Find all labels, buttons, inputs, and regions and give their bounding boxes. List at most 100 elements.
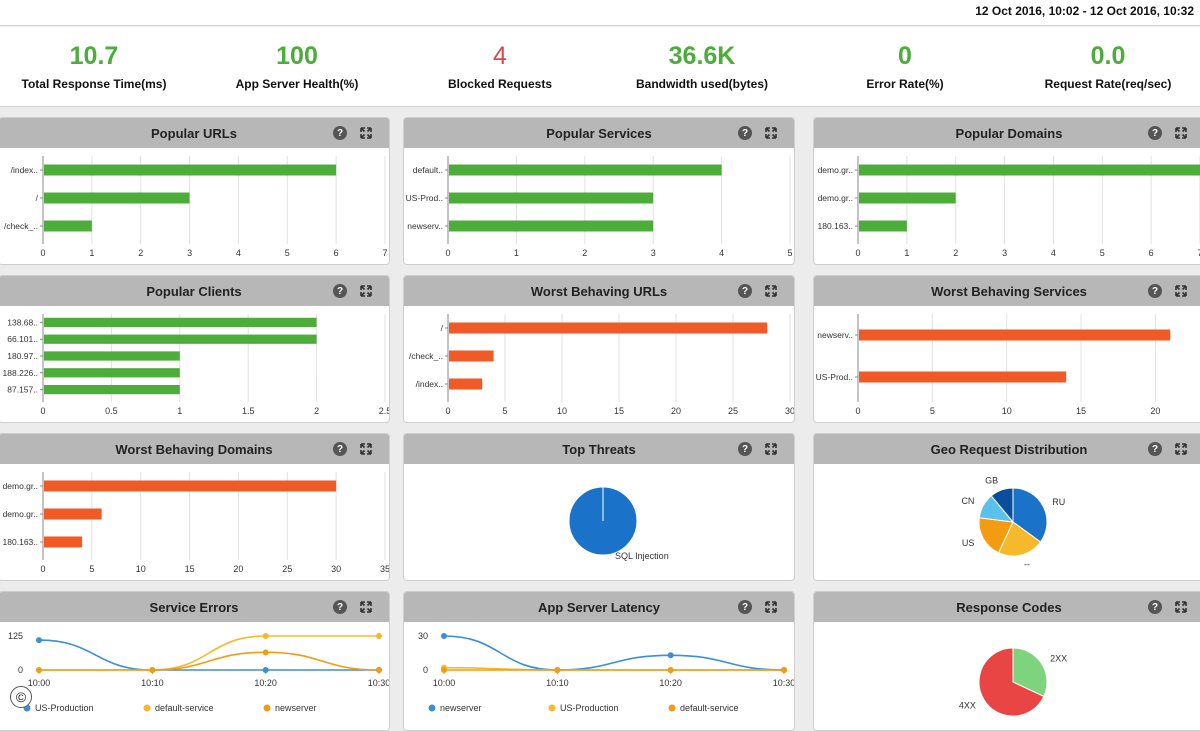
x-tick-label: 0 <box>855 248 860 258</box>
y-category-label: US-Prod.. <box>406 193 443 203</box>
x-tick-label: 0 <box>40 248 45 258</box>
expand-icon[interactable] <box>359 442 373 456</box>
expand-icon[interactable] <box>1174 284 1188 298</box>
bar-chart: 0 5 10 15 20 25 30 / /check_.. /index.. <box>409 314 794 416</box>
bar <box>449 192 654 204</box>
help-icon[interactable]: ? <box>1148 442 1162 456</box>
data-point <box>262 667 269 673</box>
panel-response-codes: Response Codes ? 2XX 4XX <box>813 591 1200 731</box>
panel-body: 0 1 2 3 4 5 6 7/index.. / /check_.. <box>0 148 389 264</box>
x-tick-label: 0 <box>445 248 450 258</box>
x-tick-label: 0.5 <box>105 406 118 416</box>
x-tick-label: 5 <box>1100 248 1105 258</box>
help-icon[interactable]: ? <box>738 126 752 140</box>
x-tick-label: 0 <box>40 406 45 416</box>
expand-icon[interactable] <box>359 284 373 298</box>
x-tick-label: 2 <box>582 248 587 258</box>
kpi-value: 0.0 <box>1090 42 1126 70</box>
panel-header: Worst Behaving Domains ? <box>0 434 389 464</box>
pie-slice-label: GB <box>985 476 998 486</box>
x-tick-label: 35 <box>380 564 390 574</box>
expand-icon[interactable] <box>764 600 778 614</box>
help-icon[interactable]: ? <box>738 284 752 298</box>
expand-icon[interactable] <box>764 284 778 298</box>
bar <box>44 536 83 548</box>
legend-marker <box>428 704 436 712</box>
x-tick-label: 0 <box>445 406 450 416</box>
x-tick-label: 30 <box>331 564 341 574</box>
kpi-label: App Server Health(%) <box>235 77 359 91</box>
bar <box>449 220 654 232</box>
legend-marker <box>548 704 556 712</box>
legend-label: newserver <box>440 703 482 713</box>
panel-title: Popular Clients <box>146 284 242 299</box>
legend-marker <box>143 704 151 712</box>
bar <box>449 378 483 390</box>
bar <box>44 384 180 395</box>
expand-icon[interactable] <box>1174 442 1188 456</box>
panel-body: RU -- US CN GB <box>814 464 1200 580</box>
expand-icon[interactable] <box>764 126 778 140</box>
help-icon[interactable]: ? <box>333 442 347 456</box>
kpi-value: 4 <box>493 42 507 70</box>
bar-chart: 0 1 2 3 4 5 default.. US-Prod.. newserv.. <box>406 156 793 258</box>
x-tick-label: 5 <box>787 248 792 258</box>
expand-icon[interactable] <box>1174 126 1188 140</box>
panel-body: 0 0.5 1 1.5 2 2.5 138.68.. 66.101.. 180.97.. 188.… <box>0 306 389 422</box>
bar <box>44 317 317 328</box>
panel-worst-behaving-urls: Worst Behaving URLs ? 0 5 10 15 20 25 30 / /chec… <box>403 275 795 423</box>
kpi-app-server-health: 100 App Server Health(%) <box>197 41 397 91</box>
pie-slice <box>990 487 1014 524</box>
date-range[interactable]: 12 Oct 2016, 10:02 - 12 Oct 2016, 10:32 <box>975 4 1194 18</box>
x-tick-label: 3 <box>651 248 656 258</box>
help-icon[interactable]: ? <box>333 126 347 140</box>
help-icon[interactable]: ? <box>1148 284 1162 298</box>
y-category-label: 66.101.. <box>7 334 38 344</box>
x-tick-label: 10:20 <box>254 678 277 688</box>
expand-icon[interactable] <box>1174 600 1188 614</box>
y-category-label: 180.163.. <box>818 221 853 231</box>
kpi-blocked-requests: 4 Blocked Requests <box>400 41 600 91</box>
y-category-label: 188.226.. <box>3 368 38 378</box>
help-icon[interactable]: ? <box>333 600 347 614</box>
y-category-label: 180.97.. <box>7 351 38 361</box>
expand-icon[interactable] <box>359 126 373 140</box>
expand-icon[interactable] <box>359 600 373 614</box>
help-icon[interactable]: ? <box>738 600 752 614</box>
panel-title: Worst Behaving Domains <box>115 442 273 457</box>
x-tick-label: 1.5 <box>242 406 255 416</box>
legend-label: default-service <box>680 703 739 713</box>
data-point <box>376 633 382 639</box>
panel-title: Worst Behaving Services <box>931 284 1087 299</box>
y-category-label: 87.157.. <box>7 385 38 395</box>
y-category-label: / <box>36 193 39 203</box>
bar-chart: 0 5 10 15 20 newserv.. US-Prod.. <box>816 314 1171 416</box>
panel-body: 0 5 10 15 20 newserv.. US-Prod.. <box>814 306 1200 422</box>
panel-title: Popular Services <box>546 126 652 141</box>
pie-slice-label: 2XX <box>1050 653 1067 663</box>
panel-popular-services: Popular Services ? 0 1 2 3 4 5 default.. US-Pro… <box>403 117 795 265</box>
kpi-value: 0 <box>898 42 912 70</box>
x-tick-label: 1 <box>904 248 909 258</box>
bar <box>859 192 956 204</box>
data-point <box>667 652 674 659</box>
x-tick-label: 10 <box>1002 406 1012 416</box>
kpi-label: Error Rate(%) <box>866 77 944 91</box>
help-icon[interactable]: ? <box>333 284 347 298</box>
panel-body: SQL Injection <box>404 464 794 580</box>
bar-chart: 0 1 2 3 4 5 6 7 demo.gr.. demo.gr.. 180.163.. <box>818 156 1200 258</box>
panel-title: Popular URLs <box>151 126 237 141</box>
help-icon[interactable]: ? <box>738 442 752 456</box>
kpi-bandwidth-used: 36.6K Bandwidth used(bytes) <box>602 41 802 91</box>
panel-title: Geo Request Distribution <box>930 442 1088 457</box>
data-point <box>554 667 561 673</box>
x-tick-label: 10 <box>136 564 146 574</box>
bar <box>859 220 907 232</box>
pie-slice-label: SQL Injection <box>615 551 669 561</box>
data-point <box>36 667 42 673</box>
bar-chart: 0 0.5 1 1.5 2 2.5 138.68.. 66.101.. 180.97.. 188.… <box>3 314 389 416</box>
x-tick-label: 6 <box>1149 248 1154 258</box>
expand-icon[interactable] <box>764 442 778 456</box>
help-icon[interactable]: ? <box>1148 126 1162 140</box>
help-icon[interactable]: ? <box>1148 600 1162 614</box>
